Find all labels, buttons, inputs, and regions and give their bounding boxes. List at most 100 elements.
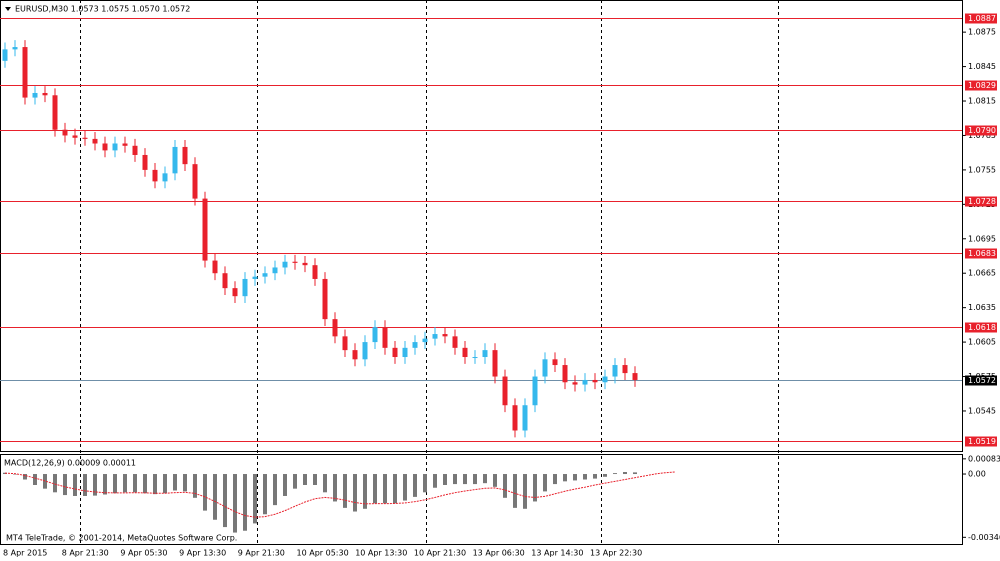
level-label-box: [965, 322, 997, 333]
x-tick-label: 10 Apr 21:30: [414, 549, 466, 558]
macd-signal: [4, 471, 676, 518]
candle-body: [482, 350, 488, 358]
candle-body: [522, 405, 528, 431]
macd-bar: [163, 474, 167, 494]
candle-body: [512, 405, 518, 431]
macd-bar: [493, 474, 497, 487]
y-tick-label: 1.0545: [968, 406, 996, 415]
candle-body: [402, 347, 408, 358]
macd-bar: [403, 474, 407, 501]
macd-bar: [173, 474, 177, 491]
x-tick-label: 10 Apr 05:30: [297, 549, 349, 558]
macd-bar: [253, 474, 257, 524]
macd-bar: [593, 474, 597, 479]
macd-bar: [393, 474, 397, 504]
menu-arrow[interactable]: [5, 7, 11, 11]
macd-bar: [153, 474, 157, 495]
macd-bar: [143, 474, 147, 494]
macd-bar: [633, 472, 637, 475]
candle-body: [322, 278, 328, 320]
candle-body: [132, 145, 138, 155]
macd-bar: [413, 474, 417, 497]
macd-bar: [563, 474, 567, 482]
macd-bar: [33, 474, 37, 485]
candle-body: [202, 198, 208, 261]
candle-body: [242, 278, 248, 297]
candle-body: [42, 92, 48, 96]
macd-bar: [63, 474, 67, 496]
x-tick-label: 8 Apr 21:30: [62, 549, 109, 558]
x-tick-label: 8 Apr 2015: [3, 549, 47, 558]
level-label-box: [965, 436, 997, 447]
candle-body: [302, 262, 308, 266]
macd-bar: [553, 474, 557, 485]
candle-body: [422, 338, 428, 343]
x-tick-label: 13 Apr 22:30: [590, 549, 642, 558]
y-tick-label: 1.0755: [968, 165, 996, 174]
candle-body: [282, 261, 288, 268]
macd-bar: [233, 474, 237, 533]
macd-bar: [373, 474, 377, 504]
candle-body: [112, 143, 118, 151]
level-label: 1.0790: [968, 126, 996, 135]
candle-body: [532, 376, 538, 406]
macd-bar: [213, 474, 217, 520]
candle-body: [372, 327, 378, 343]
candle-body: [632, 373, 638, 380]
macd-bar: [313, 474, 317, 485]
macd-bar: [533, 474, 537, 502]
macd-bar: [113, 474, 117, 494]
macd-bar: [513, 474, 517, 508]
macd-bar: [23, 474, 27, 480]
candle-body: [552, 359, 558, 366]
macd-title: MACD(12,26,9) 0.00009 0.00011: [4, 459, 136, 468]
candle-body: [572, 382, 578, 385]
candle-body: [392, 347, 398, 358]
macd-bar: [93, 474, 97, 496]
y-tick-label: 1.0695: [968, 234, 996, 243]
macd-bar: [243, 474, 247, 531]
macd-bar: [133, 474, 137, 493]
level-label: 1.0618: [968, 323, 996, 332]
candle-body: [172, 146, 178, 174]
macd-bar: [473, 474, 477, 485]
level-label-box: [965, 196, 997, 207]
y-tick-label: 1.0815: [968, 97, 996, 106]
candle-body: [292, 261, 298, 263]
macd-bar: [83, 474, 87, 496]
candle-body: [82, 137, 88, 139]
y-tick-label: -0.00346: [968, 533, 1000, 542]
candle-body: [442, 334, 448, 337]
macd-bar: [273, 474, 277, 506]
macd-bar: [603, 474, 607, 477]
macd-bar: [103, 474, 107, 495]
candle-body: [622, 365, 628, 374]
candle-body: [222, 273, 228, 289]
level-label-box: [965, 80, 997, 91]
copyright: MT4 TeleTrade, © 2001-2014, MetaQuotes S…: [6, 534, 237, 543]
macd-bar: [363, 474, 367, 509]
candle-body: [232, 288, 238, 297]
level-label: 1.0829: [968, 81, 996, 90]
day-separators: [80, 0, 779, 545]
candle-body: [332, 319, 338, 337]
macd-bar: [43, 474, 47, 489]
level-label: 1.0683: [968, 249, 996, 258]
macd-bar: [613, 473, 617, 475]
level-label: 1.0887: [968, 14, 996, 23]
macd-bar: [383, 474, 387, 504]
candle-body: [162, 173, 168, 182]
candle-body: [92, 138, 98, 144]
candle-body: [432, 334, 438, 339]
macd-bar: [323, 474, 327, 493]
macd-bar: [503, 474, 507, 498]
candle-body: [382, 327, 388, 348]
macd-bar: [263, 474, 267, 515]
candle-body: [592, 379, 598, 383]
macd-bar: [303, 474, 307, 485]
macd-bar: [223, 474, 227, 528]
candle-body: [272, 267, 278, 274]
current-price-label: 1.0572: [968, 376, 996, 385]
macd-bar: [573, 474, 577, 481]
